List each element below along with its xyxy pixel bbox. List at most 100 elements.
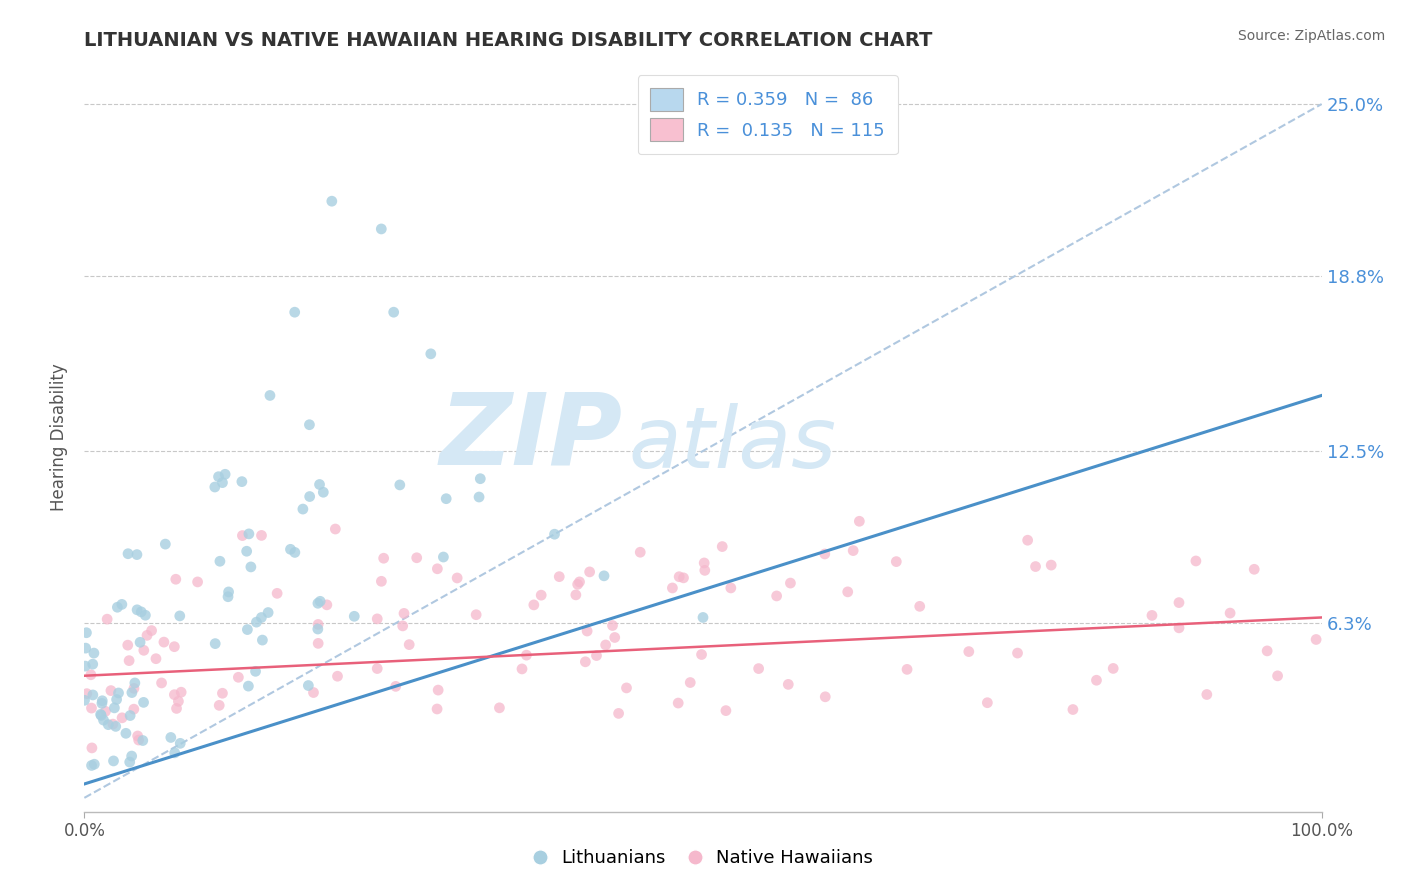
Point — [778, 677, 800, 691]
Point — [567, 577, 589, 591]
Point — [83, 646, 105, 660]
Point — [100, 683, 122, 698]
Point — [366, 612, 388, 626]
Point — [153, 635, 176, 649]
Point — [83, 757, 105, 772]
Point — [1007, 646, 1029, 660]
Point — [208, 698, 231, 713]
Point — [321, 194, 343, 209]
Point — [122, 681, 145, 696]
Point — [672, 571, 695, 585]
Point — [91, 694, 114, 708]
Point — [163, 746, 186, 760]
Text: atlas: atlas — [628, 403, 837, 486]
Point — [748, 662, 770, 676]
Point — [432, 549, 454, 564]
Point — [1219, 606, 1241, 620]
Point — [628, 545, 651, 559]
Point — [848, 514, 870, 528]
Point — [568, 574, 591, 589]
Point — [105, 600, 128, 615]
Point — [543, 527, 565, 541]
Point — [679, 675, 702, 690]
Point — [308, 477, 330, 491]
Point — [121, 749, 143, 764]
Point — [530, 588, 553, 602]
Point — [398, 638, 420, 652]
Point — [163, 688, 186, 702]
Point — [325, 522, 347, 536]
Point — [117, 547, 139, 561]
Point — [107, 686, 129, 700]
Point — [1017, 533, 1039, 548]
Point — [117, 638, 139, 652]
Point — [129, 635, 152, 649]
Point — [574, 655, 596, 669]
Point — [75, 625, 97, 640]
Point — [595, 638, 617, 652]
Point — [434, 491, 457, 506]
Point — [488, 701, 510, 715]
Point — [245, 665, 267, 679]
Point — [132, 643, 155, 657]
Point — [238, 527, 260, 541]
Point — [155, 537, 177, 551]
Point — [427, 683, 450, 698]
Point — [565, 588, 588, 602]
Point — [169, 736, 191, 750]
Point — [426, 562, 449, 576]
Point — [141, 624, 163, 638]
Point — [80, 758, 103, 772]
Point — [231, 475, 253, 489]
Point — [80, 740, 103, 755]
Point — [1025, 559, 1047, 574]
Point — [307, 596, 329, 610]
Point — [115, 726, 138, 740]
Point — [666, 696, 689, 710]
Point — [382, 305, 405, 319]
Point — [720, 581, 742, 595]
Point — [405, 550, 427, 565]
Point — [128, 733, 150, 747]
Point — [957, 644, 980, 658]
Point — [419, 347, 441, 361]
Point — [125, 548, 148, 562]
Point — [90, 708, 112, 723]
Point — [373, 551, 395, 566]
Point — [104, 719, 127, 733]
Point — [388, 478, 411, 492]
Point — [187, 574, 209, 589]
Point — [132, 695, 155, 709]
Point — [1267, 669, 1289, 683]
Point — [166, 701, 188, 715]
Point — [211, 475, 233, 490]
Point — [211, 686, 233, 700]
Point — [1040, 558, 1063, 573]
Point — [690, 648, 713, 662]
Point — [284, 305, 307, 319]
Point — [896, 662, 918, 676]
Point — [90, 707, 112, 722]
Point — [392, 607, 415, 621]
Point — [312, 485, 335, 500]
Point — [515, 648, 537, 662]
Point — [136, 628, 159, 642]
Point — [576, 624, 599, 638]
Point — [523, 598, 546, 612]
Point — [765, 589, 787, 603]
Point — [1062, 702, 1084, 716]
Point — [214, 467, 236, 482]
Point — [129, 605, 152, 619]
Point — [238, 679, 260, 693]
Point — [298, 417, 321, 432]
Point — [302, 685, 325, 699]
Point — [585, 648, 607, 663]
Point — [75, 659, 97, 673]
Point — [121, 685, 143, 699]
Point — [779, 576, 801, 591]
Point — [208, 554, 231, 568]
Point — [250, 528, 273, 542]
Point — [714, 704, 737, 718]
Point — [111, 598, 134, 612]
Point — [118, 755, 141, 769]
